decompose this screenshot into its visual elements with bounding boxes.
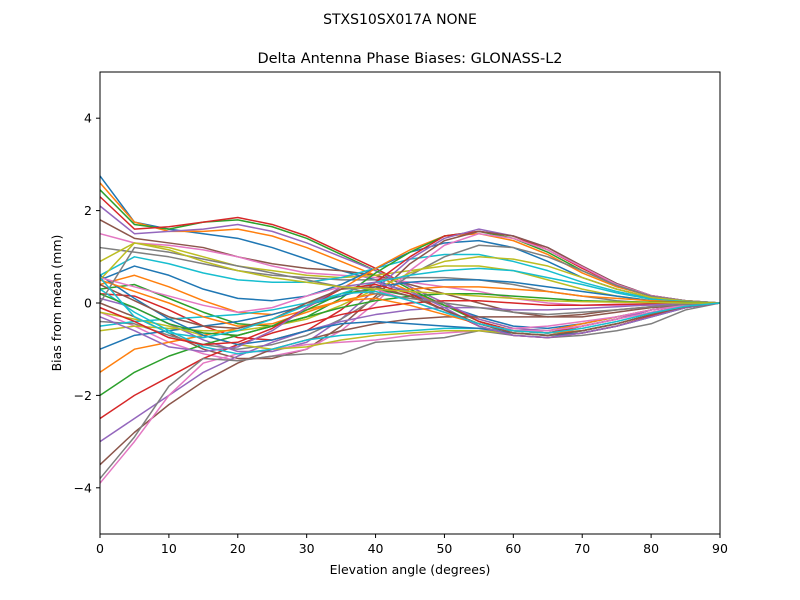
- series-line-16: [99, 230, 721, 360]
- series-line-8: [99, 246, 720, 304]
- series-line-19: [99, 256, 721, 332]
- y-tick-label: 2: [84, 203, 92, 218]
- chart-suptitle: STXS10SX017A NONE: [323, 12, 477, 28]
- series-line-28: [99, 302, 721, 480]
- series-line-17: [99, 232, 721, 362]
- series-line-36: [99, 283, 721, 337]
- x-tick-label: 0: [96, 541, 104, 556]
- series-layer: [99, 175, 721, 484]
- x-tick-label: 30: [299, 541, 315, 556]
- chart-title: Delta Antenna Phase Biases: GLONASS-L2: [257, 51, 562, 67]
- x-tick-label: 80: [643, 541, 659, 556]
- series-line-39: [99, 242, 720, 304]
- y-axis-ticks: −4 −2 0 2 4: [74, 111, 100, 495]
- series-line-6: [99, 219, 721, 318]
- y-tick-label: 0: [84, 296, 92, 311]
- x-axis-label: Elevation angle (degrees): [330, 562, 491, 577]
- x-tick-label: 70: [574, 541, 590, 556]
- series-line-12: [99, 232, 721, 316]
- x-axis-ticks: 0 10 20 30 40 50 60 70 80 90: [96, 534, 728, 556]
- x-tick-label: 40: [368, 541, 384, 556]
- y-axis-label: Bias from mean (mm): [49, 235, 64, 372]
- x-tick-label: 90: [712, 541, 728, 556]
- series-line-40: [99, 277, 721, 339]
- x-tick-label: 10: [161, 541, 177, 556]
- y-tick-label: −4: [74, 480, 92, 495]
- x-tick-label: 20: [230, 541, 246, 556]
- y-tick-label: 4: [84, 111, 92, 126]
- series-line-27: [99, 302, 721, 484]
- x-tick-label: 60: [505, 541, 521, 556]
- x-tick-label: 50: [436, 541, 452, 556]
- series-line-25: [99, 302, 721, 443]
- y-tick-label: −2: [74, 388, 92, 403]
- series-line-38: [99, 246, 721, 316]
